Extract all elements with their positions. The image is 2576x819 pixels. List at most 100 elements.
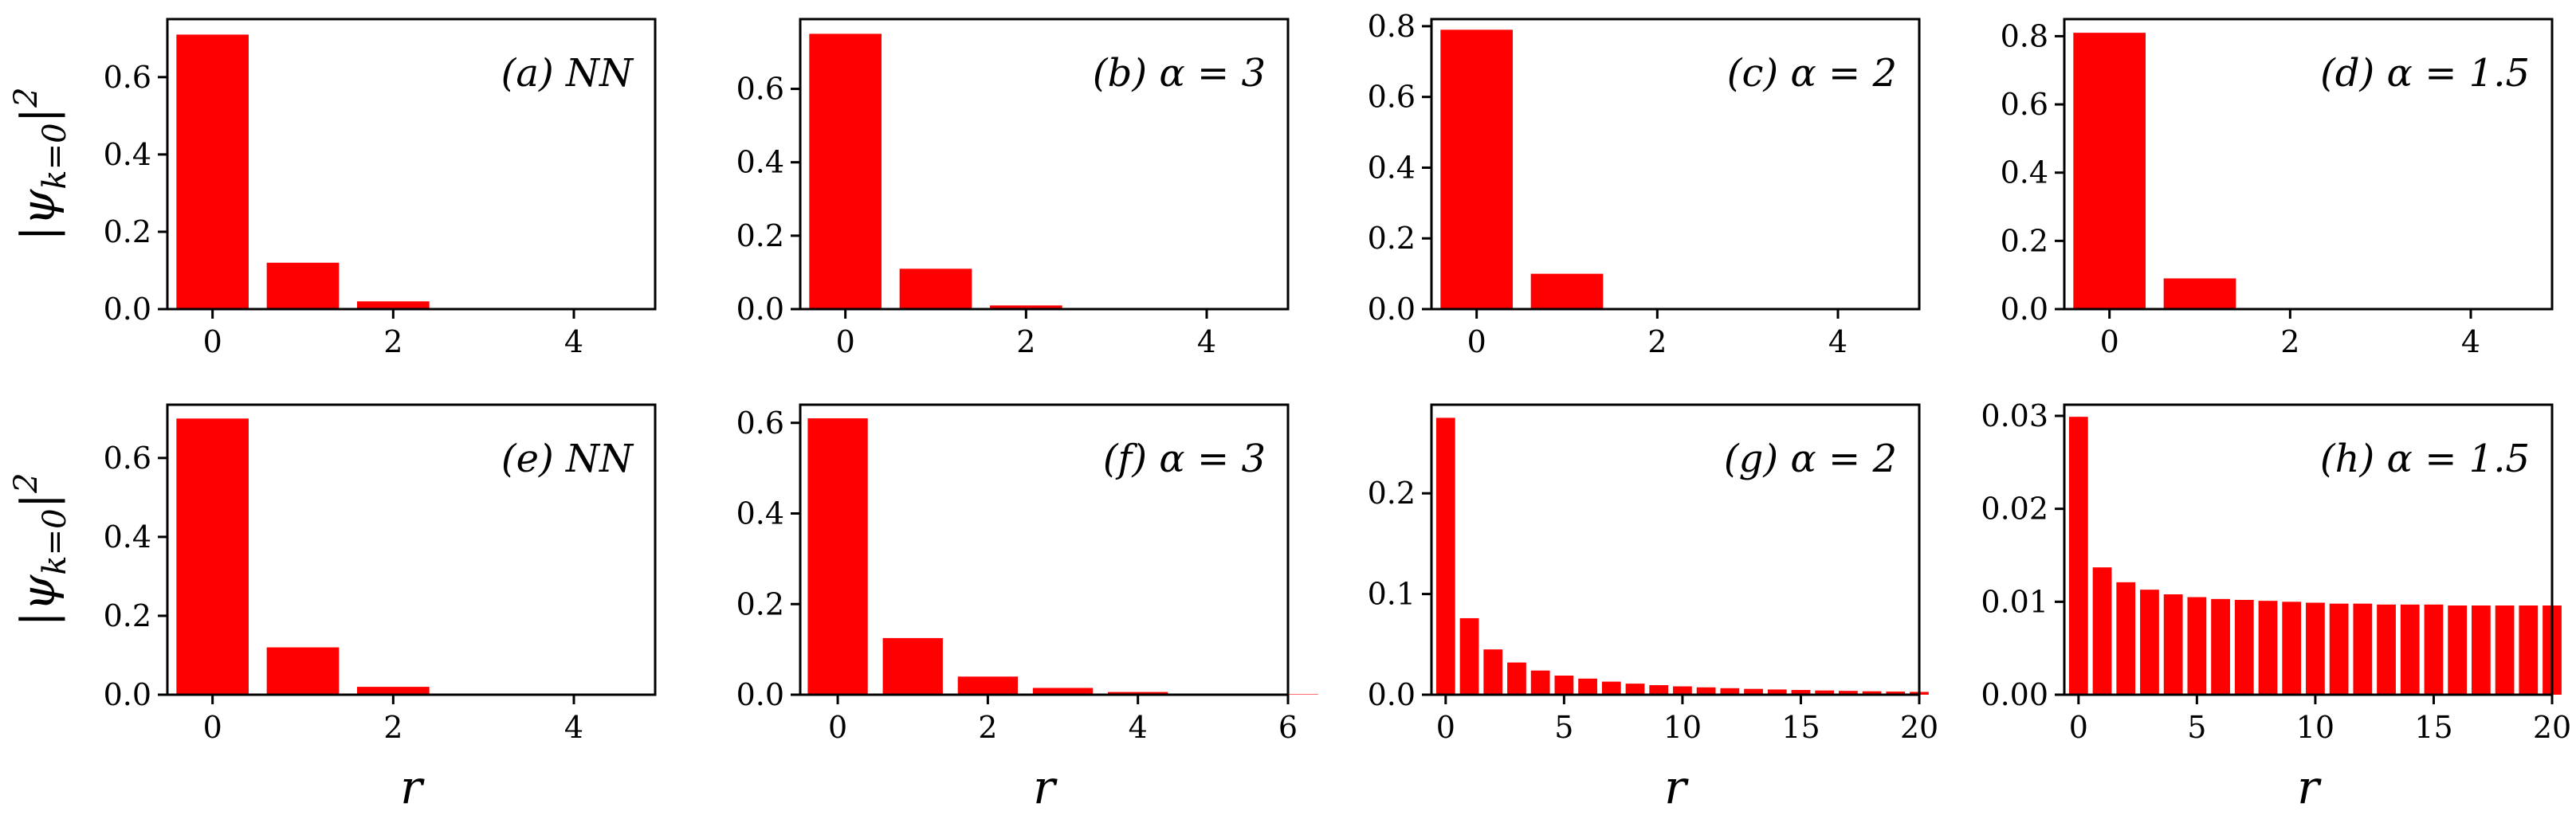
x-tick-label: 10: [2296, 710, 2334, 745]
bar-b-1: [899, 268, 972, 309]
y-tick-label: 0.0: [1368, 292, 1416, 327]
bar-g-15: [1791, 690, 1811, 695]
axes-frame: [166, 18, 657, 311]
bar-g-1: [1459, 617, 1479, 695]
bar-g-0: [1435, 417, 1455, 695]
panels: 0 2 4 0.0 0.2 0.4 0.6 (a) NN |ψk=0|2 0 2 4 0.0 0.2 0.4…: [8, 9, 2571, 814]
x-tick-label: 2: [1016, 324, 1035, 359]
axes-frame: [799, 403, 1290, 696]
y-tick-label: 0.01: [1981, 584, 2048, 619]
y-tick-label: 0.0: [104, 292, 151, 327]
bar-h-19: [2519, 605, 2539, 695]
panel-annotation: (b) α = 3: [1093, 51, 1266, 96]
x-tick-label: 0: [828, 710, 847, 745]
bar-f-3: [1032, 688, 1094, 695]
axes-frame: [799, 18, 1290, 311]
bar-c-1: [1530, 273, 1604, 309]
x-tick-label: 15: [1781, 710, 1820, 745]
bar-h-6: [2211, 598, 2230, 695]
x-axis-label: r: [400, 760, 425, 814]
x-tick-label: 2: [978, 710, 997, 745]
bar-h-15: [2424, 604, 2444, 695]
y-tick-label: 0.4: [736, 145, 784, 180]
x-tick-label: 10: [1663, 710, 1702, 745]
y-tick-label: 0.00: [1981, 677, 2048, 712]
x-tick-label: 15: [2414, 710, 2452, 745]
bar-g-4: [1530, 670, 1550, 695]
axes-frame: [1430, 403, 1921, 696]
y-tick-label: 0.4: [1368, 150, 1416, 185]
x-axis-label: r: [1033, 760, 1058, 814]
panel-c: 0 2 4 0.0 0.2 0.4 0.6 0.8 (c) α = 2: [1368, 9, 1921, 359]
bar-g-11: [1696, 687, 1716, 695]
bar-g-12: [1720, 688, 1740, 695]
bar-h-14: [2400, 604, 2420, 695]
x-tick-label: 0: [2100, 324, 2119, 359]
x-tick-label: 0: [203, 710, 222, 745]
axes-frame: [2063, 18, 2554, 311]
x-tick-label: 4: [564, 710, 583, 745]
panel-annotation: (d) α = 1.5: [2320, 51, 2530, 96]
y-tick-label: 0.4: [2001, 155, 2048, 190]
y-tick-label: 0.4: [104, 519, 151, 554]
bar-g-2: [1483, 649, 1503, 695]
bar-e-0: [176, 418, 249, 695]
panel-annotation: (a) NN: [501, 51, 634, 96]
bar-h-7: [2234, 600, 2254, 695]
panel-b: 0 2 4 0.0 0.2 0.4 0.6 (b) α = 3: [736, 18, 1290, 359]
y-tick-label: 0.2: [104, 214, 151, 249]
bar-h-3: [2140, 590, 2159, 695]
bar-a-0: [176, 34, 249, 310]
x-tick-label: 4: [1828, 324, 1848, 359]
y-tick-label: 0.6: [1368, 80, 1416, 115]
bar-f-1: [882, 637, 943, 695]
x-tick-label: 2: [383, 710, 402, 745]
bar-h-5: [2187, 597, 2207, 695]
bar-e-2: [357, 687, 430, 695]
bar-f-4: [1108, 692, 1168, 695]
y-tick-label: 0.6: [2001, 87, 2048, 122]
bar-g-14: [1767, 689, 1787, 695]
bar-g-8: [1625, 684, 1645, 695]
y-tick-label: 0.2: [104, 598, 151, 633]
bar-f-0: [807, 418, 868, 695]
bar-d-0: [2073, 33, 2146, 309]
axes-frame: [166, 403, 657, 696]
y-tick-label: 0.2: [736, 586, 784, 621]
x-tick-label: 20: [2533, 710, 2571, 745]
x-tick-label: 2: [1647, 324, 1667, 359]
x-tick-label: 4: [1197, 324, 1216, 359]
y-tick-label: 0.0: [736, 677, 784, 712]
y-tick-label: 0.8: [1368, 9, 1416, 44]
bar-h-0: [2068, 417, 2088, 695]
y-tick-label: 0.8: [2001, 18, 2048, 53]
x-tick-label: 4: [1129, 710, 1148, 745]
y-axis-label: |ψk=0|2: [8, 87, 73, 241]
x-tick-label: 4: [564, 324, 583, 359]
bar-b-0: [809, 33, 882, 309]
x-tick-label: 0: [2069, 710, 2088, 745]
y-tick-label: 0.6: [736, 72, 784, 107]
bar-g-17: [1838, 691, 1858, 695]
panel-annotation: (f) α = 3: [1103, 437, 1266, 481]
bar-h-17: [2471, 605, 2491, 695]
panel-annotation: (e) NN: [501, 437, 634, 481]
bar-g-10: [1673, 686, 1692, 695]
axes-frame: [2063, 403, 2554, 696]
y-tick-label: 0.4: [104, 137, 151, 172]
bar-h-12: [2353, 603, 2373, 695]
panel-g: 0 5 10 15 20 0.0 0.1 0.2 (g) α = 2 r: [1368, 403, 1938, 814]
x-tick-label: 2: [383, 324, 402, 359]
bar-a-2: [357, 301, 430, 309]
x-tick-label: 5: [2187, 710, 2206, 745]
x-tick-label: 4: [2461, 324, 2480, 359]
bar-a-1: [266, 262, 340, 309]
panel-d: 0 2 4 0.0 0.2 0.4 0.6 0.8 (d) α = 1.5: [2001, 18, 2554, 359]
x-axis-label: r: [1664, 760, 1689, 814]
panel-f: 0 2 4 6 0.0 0.2 0.4 0.6 (f) α = 3 r: [736, 403, 1318, 814]
bar-g-18: [1862, 691, 1882, 695]
bar-f-2: [957, 676, 1019, 695]
y-tick-label: 0.6: [104, 60, 151, 95]
x-tick-label: 0: [1467, 324, 1486, 359]
bar-h-4: [2163, 594, 2183, 695]
